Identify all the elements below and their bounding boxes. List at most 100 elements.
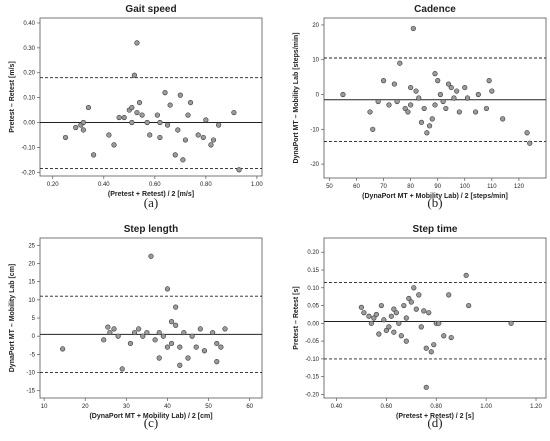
x-tick-label: 110: [487, 184, 497, 190]
data-point: [432, 102, 438, 108]
data-point: [129, 104, 135, 111]
data-point: [164, 344, 171, 350]
data-point: [373, 311, 379, 318]
data-point: [462, 84, 468, 91]
data-point: [148, 253, 154, 259]
data-point: [210, 137, 217, 143]
data-point: [185, 355, 191, 361]
data-point: [500, 116, 506, 122]
data-point: [421, 308, 427, 314]
data-point: [440, 98, 446, 105]
data-point: [391, 306, 397, 312]
data-point: [173, 304, 179, 310]
data-point: [157, 119, 163, 126]
chart-panel-1: Cadence 50 60 70 80 90 100 110 120 -20 -10 0 10 20 (Dy…: [293, 4, 547, 210]
panel-label: (c): [144, 415, 158, 430]
data-point: [101, 337, 107, 343]
y-tick-label: -0.10: [21, 145, 35, 151]
data-point: [441, 333, 447, 339]
data-point: [403, 315, 409, 321]
data-point: [451, 95, 457, 101]
y-tick-label: 0.20: [307, 250, 319, 256]
x-tick-label: 60: [246, 404, 253, 410]
x-tick-label: 80: [407, 184, 414, 190]
data-point: [216, 122, 222, 128]
data-point: [201, 348, 208, 354]
data-point: [489, 88, 495, 94]
data-point: [431, 342, 437, 348]
data-point: [406, 295, 412, 302]
data-point: [443, 105, 449, 112]
data-point: [408, 299, 414, 305]
data-point: [144, 119, 150, 126]
chart-panel-2: Step length 10 20 30 40 50 60 -15 -10 -5 0 5 10 15 20 2…: [9, 224, 263, 430]
data-point: [185, 112, 191, 118]
data-point: [90, 152, 97, 158]
data-point: [386, 102, 392, 108]
data-point: [448, 334, 454, 341]
data-point: [358, 304, 365, 310]
data-point: [416, 292, 422, 298]
y-tick-label: 10: [312, 58, 319, 64]
data-point: [361, 310, 367, 316]
data-point: [139, 112, 145, 118]
data-point: [446, 292, 452, 298]
y-tick-label: 25: [28, 243, 35, 249]
data-point: [236, 167, 242, 173]
data-point: [62, 134, 69, 141]
data-point: [60, 346, 66, 352]
x-tick-label: 60: [353, 184, 360, 190]
data-point: [121, 114, 127, 121]
y-axis-label: DynaPort MT – Mobility Lab [cm]: [9, 264, 16, 373]
x-tick-label: 40: [164, 404, 171, 410]
data-point: [437, 91, 444, 98]
data-point: [423, 384, 429, 390]
panel-label: (b): [427, 195, 442, 210]
data-point: [435, 78, 441, 84]
data-point: [177, 92, 183, 98]
data-point: [396, 320, 402, 326]
y-tick-label: 0.05: [307, 304, 319, 310]
data-point: [80, 127, 86, 133]
plot-frame: [39, 237, 263, 399]
data-point: [394, 98, 400, 105]
data-point: [156, 355, 162, 361]
data-point: [418, 119, 425, 125]
data-point: [195, 132, 201, 138]
y-tick-label: 5: [32, 316, 36, 322]
x-tick-label: 1.20: [530, 404, 542, 410]
y-tick-label: 20: [28, 261, 35, 267]
plot-frame: [323, 17, 547, 179]
data-point: [391, 329, 397, 335]
data-point: [111, 142, 117, 148]
data-point: [157, 134, 163, 141]
data-point: [464, 95, 471, 101]
data-point: [386, 324, 392, 330]
data-point: [131, 72, 138, 78]
data-point: [413, 306, 419, 312]
chart-title: Step length: [124, 224, 178, 235]
data-point: [408, 84, 414, 91]
data-point: [429, 116, 435, 122]
data-point: [391, 81, 397, 87]
data-point: [172, 152, 178, 158]
data-point: [370, 126, 376, 132]
data-point: [164, 286, 171, 292]
data-point: [168, 340, 175, 347]
x-tick-label: 0.20: [47, 182, 59, 188]
x-tick-label: 1.00: [251, 182, 263, 188]
y-tick-label: 0: [316, 93, 320, 99]
x-tick-label: 70: [380, 184, 387, 190]
data-point: [454, 88, 460, 94]
data-point: [197, 326, 203, 332]
data-point: [445, 81, 452, 87]
y-tick-label: 0.10: [23, 96, 35, 102]
data-point: [214, 359, 220, 365]
data-point: [426, 310, 432, 316]
data-point: [527, 140, 533, 146]
y-tick-label: -20: [310, 162, 319, 168]
data-point: [524, 130, 530, 136]
x-tick-label: 1.00: [480, 404, 492, 410]
data-point: [466, 302, 472, 309]
data-point: [411, 285, 417, 291]
